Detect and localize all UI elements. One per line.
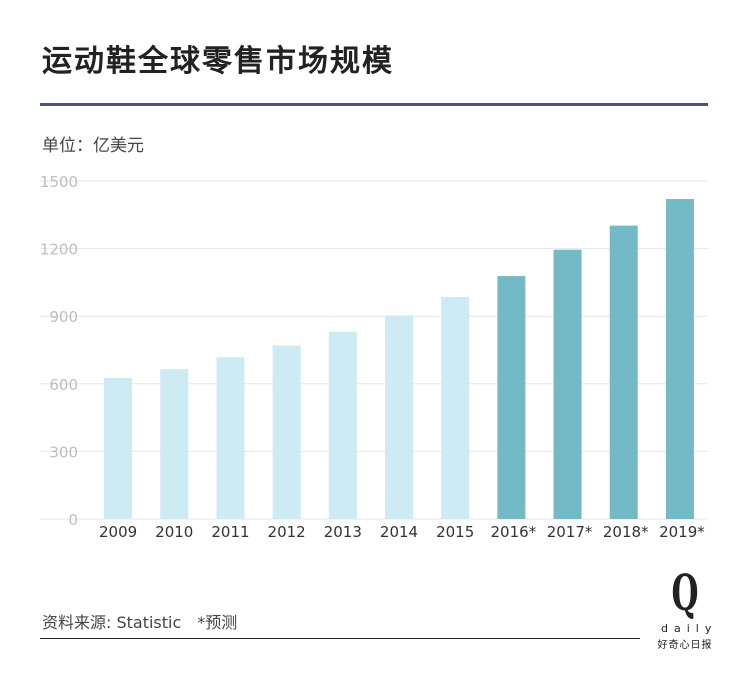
bar-2010 [160,369,189,519]
unit-label: 单位：亿美元 [42,136,144,156]
x-tick-label: 2017* [547,523,593,541]
chart-bars [104,199,694,519]
x-tick-label: 2012 [268,523,306,541]
x-tick-label: 2019* [659,523,705,541]
x-tick-label: 2011 [211,523,249,541]
logo-letter: Q [671,563,699,622]
x-tick-label: 2014 [380,523,418,541]
logo-word: daily [661,622,718,635]
bar-2015 [441,297,470,519]
y-axis-tick-labels: 0 300 600 900 1200 1500 [40,173,78,529]
x-tick-label: 2010 [155,523,193,541]
y-tick-label: 300 [49,443,78,461]
bar-2009 [104,377,133,519]
y-tick-label: 600 [49,376,78,394]
x-tick-label: 2009 [99,523,137,541]
bar-2014 [385,315,413,519]
bar-2012 [272,345,301,519]
source-divider [40,638,640,639]
source-note: 资料来源: Statistic *预测 [42,613,238,632]
chart-title: 运动鞋全球零售市场规模 [42,44,394,79]
x-tick-label: 2016* [491,523,537,541]
title-divider [40,103,708,106]
x-axis-tick-labels: 2009 2010 2011 2012 2013 2014 2015 2016* 2017* 20… [99,523,705,541]
bar-2017-forecast [553,249,582,519]
chart-gridlines [40,180,708,520]
y-tick-label: 900 [49,308,78,326]
bar-2018-forecast [609,225,638,519]
bar-2016-forecast [497,276,526,519]
logo-tagline: 好奇心日报 [657,640,713,651]
y-tick-label: 1200 [40,241,78,259]
x-tick-label: 2015 [436,523,474,541]
qdaily-logo: Q daily 好奇心日报 [655,563,718,652]
bar-2011 [216,357,245,519]
bar-2013 [328,331,357,519]
y-tick-label: 0 [68,511,78,529]
x-tick-label: 2018* [603,523,649,541]
y-tick-label: 1500 [40,173,78,191]
x-tick-label: 2013 [324,523,362,541]
bar-2019-forecast [665,199,694,519]
